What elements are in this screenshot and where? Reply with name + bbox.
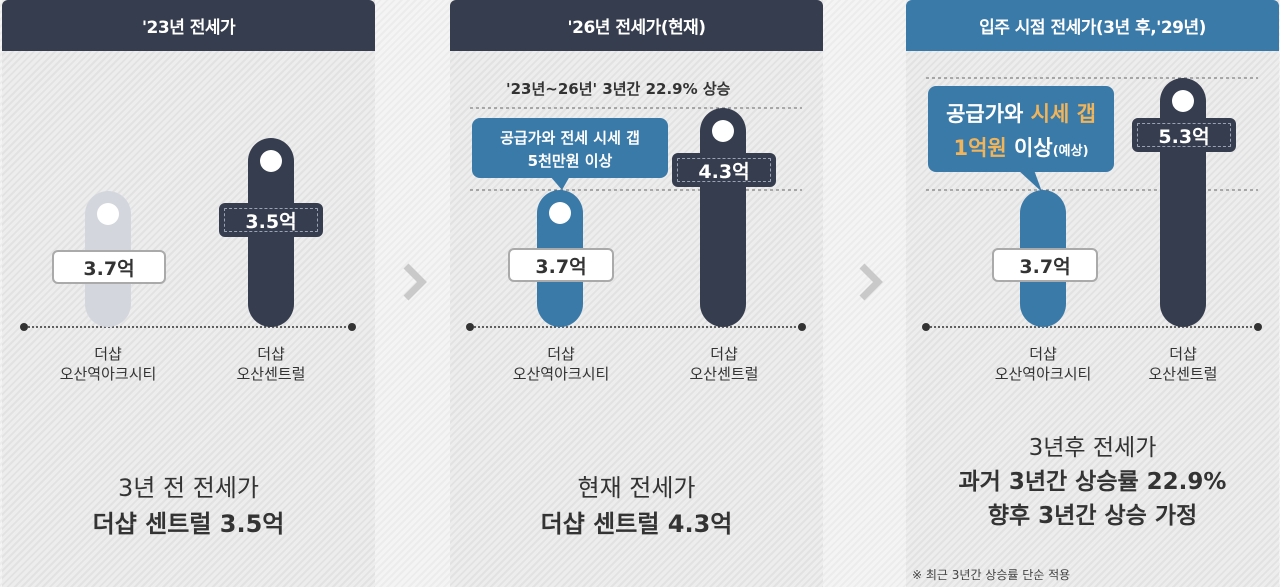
category-line: 더샵: [94, 345, 122, 363]
category-label-right: 더샵 오산센트럴: [1113, 344, 1253, 384]
bar-pin-icon: [260, 150, 282, 172]
panel-2029: 입주 시점 전세가(3년 후,'29년) 공급가와 시세 갭 1억원 이상(예상…: [906, 0, 1279, 587]
rise-note: '23년~26년' 3년간 22.9% 상승: [506, 80, 731, 98]
category-label-right: 더샵 오산센트럴: [654, 344, 794, 384]
category-label-right: 더샵 오산센트럴: [201, 344, 341, 384]
value-tag-left: 3.7억: [508, 248, 614, 282]
summary-line-1: 현재 전세가: [577, 474, 696, 502]
category-line: 오산역아크시티: [512, 365, 610, 383]
category-line: 오산센트럴: [1148, 365, 1218, 383]
value-tag-right: 5.3억: [1132, 118, 1236, 152]
category-line: 더샵: [547, 345, 575, 363]
axis-dot-left: [922, 323, 930, 331]
category-label-left: 더샵 오산역아크시티: [38, 344, 178, 384]
summary-line-1: 3년 전 전세가: [118, 474, 259, 502]
bar-pin-icon: [549, 202, 571, 224]
panel-2023: '23년 전세가 3.7억 3.5억 더샵 오산역아크시티 더샵 오산센트럴 3…: [2, 0, 375, 587]
panel-header: 입주 시점 전세가(3년 후,'29년): [906, 0, 1279, 51]
bar-chart-2023: [20, 138, 356, 331]
axis-dot-right: [798, 323, 806, 331]
bar-chart-2026: [466, 107, 806, 331]
summary-line-2: 더샵 센트럴 4.3억: [540, 510, 733, 538]
gap-callout: 공급가와 전세 시세 갭 5천만원 이상: [472, 118, 668, 178]
category-line: 오산역아크시티: [994, 365, 1092, 383]
callout-text: 이상: [1006, 136, 1053, 160]
axis-dot-right: [348, 323, 356, 331]
gap-callout: 공급가와 시세 갭 1억원 이상(예상): [928, 86, 1114, 172]
callout-note: (예상): [1052, 144, 1089, 159]
category-line: 더샵: [710, 345, 738, 363]
bar-pin-icon: [97, 203, 119, 225]
bar-pin-icon: [1172, 90, 1194, 112]
panel-header: '26년 전세가(현재): [450, 0, 823, 51]
category-line: 더샵: [1169, 345, 1197, 363]
chevron-right-icon: [859, 263, 883, 301]
axis-dot-left: [466, 323, 474, 331]
value-tag-left: 3.7억: [52, 250, 166, 284]
chevron-right-icon: [403, 263, 427, 301]
callout-line: 공급가와 시세 갭: [928, 98, 1114, 128]
category-line: 더샵: [257, 345, 285, 363]
category-line: 오산센트럴: [236, 365, 306, 383]
bar-ossan-central: [1160, 78, 1206, 327]
category-label-left: 더샵 오산역아크시티: [491, 344, 631, 384]
summary-line-1: 3년후 전세가: [1028, 435, 1157, 461]
callout-highlight: 시세 갭: [1030, 102, 1096, 126]
bar-pin-icon: [712, 120, 734, 142]
footnote: ※ 최근 3년간 상승률 단순 적용: [912, 568, 1071, 582]
callout-line: 1억원 이상(예상): [928, 132, 1114, 162]
value-tag-right: 4.3억: [672, 153, 776, 187]
value-tag-right: 3.5억: [219, 203, 323, 237]
value-tag-left: 3.7억: [992, 248, 1098, 282]
callout-text: 공급가와: [946, 102, 1031, 126]
axis-dot-left: [20, 323, 28, 331]
category-line: 오산역아크시티: [59, 365, 157, 383]
summary-line-2: 과거 3년간 상승률 22.9%: [958, 469, 1227, 495]
summary-line-3: 향후 3년간 상승 가정: [987, 503, 1198, 529]
callout-pointer: [1018, 170, 1042, 192]
callout-line: 5천만원 이상: [527, 152, 613, 170]
category-label-left: 더샵 오산역아크시티: [973, 344, 1113, 384]
callout-highlight: 1억원: [953, 136, 1007, 160]
callout-pointer: [550, 176, 570, 190]
panel-header: '23년 전세가: [2, 0, 375, 51]
summary-line-2: 더샵 센트럴 3.5억: [92, 510, 285, 538]
category-line: 오산센트럴: [689, 365, 759, 383]
axis-dot-right: [1254, 323, 1262, 331]
callout-line: 공급가와 전세 시세 갭: [500, 129, 640, 147]
category-line: 더샵: [1029, 345, 1057, 363]
panel-2026: '26년 전세가(현재) '23년~26년' 3년간 22.9% 상승 공급가와…: [450, 0, 823, 587]
